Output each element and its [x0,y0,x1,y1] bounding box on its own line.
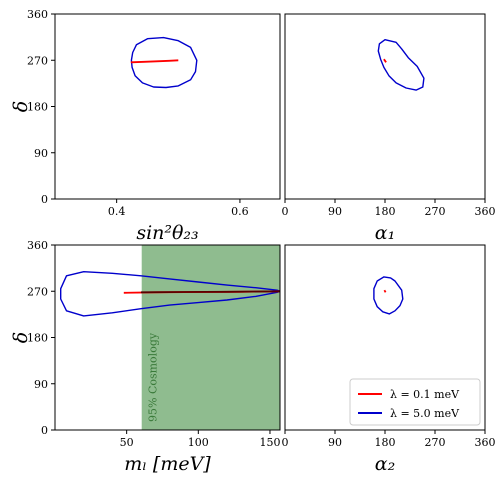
x-axis-label: α₁ [375,222,395,244]
series-red-top-left [130,59,179,64]
panel-bottom-left: 95% Cosmology 50 100 150 0 90 180 270 360 mₗ [meV… [10,239,281,475]
y-tick-label: 180 [27,101,48,114]
x-axis-label: α₂ [375,453,395,475]
y-tick-label: 90 [34,378,48,391]
y-tick-label: 270 [27,285,48,298]
x-tick-label: 90 [328,436,342,449]
x-tick-label: 270 [425,205,446,218]
y-axis-label: δ [10,332,32,343]
y-tick-label: 0 [41,424,48,437]
band-label: 95% Cosmology [147,332,160,422]
legend: λ = 0.1 meV λ = 5.0 meV [349,378,481,426]
panel-top-right: 0 90 180 270 360 α₁ [282,13,496,244]
series-blue-top-right [377,39,425,91]
x-tick-label: 0 [282,436,289,449]
legend-entry: λ = 5.0 meV [390,407,460,420]
y-axis-label: δ [10,101,32,112]
series-blue-bottom-right [373,276,404,315]
x-tick-label: 360 [475,205,496,218]
x-tick-label: 360 [475,436,496,449]
x-tick-label: 180 [375,436,396,449]
axes-frame [284,13,486,200]
x-tick-label: 90 [328,205,342,218]
x-axis-label: mₗ [meV] [124,453,211,475]
x-tick-label: 100 [188,436,209,449]
axes-frame [54,13,281,200]
x-tick-label: 270 [425,436,446,449]
panel-top-left: 0.4 0.6 0 90 180 270 360 sin²θ₂₃ δ [10,8,281,244]
panel-bottom-right: 0 90 180 270 360 α₂ [282,244,496,475]
y-tick-label: 270 [27,54,48,67]
x-tick-label: 0 [282,205,289,218]
series-red-top-right [383,58,387,63]
x-tick-label: 50 [120,436,134,449]
legend-entry: λ = 0.1 meV [390,388,460,401]
series-blue-top-left [130,36,198,89]
cosmology-band [141,245,280,430]
x-axis-label: sin²θ₂₃ [136,222,198,244]
y-tick-label: 360 [27,239,48,252]
series-red-bottom-right [383,289,387,293]
x-tick-label: 150 [259,436,280,449]
y-tick-label: 0 [41,193,48,206]
y-tick-label: 360 [27,8,48,21]
series-dark-bottom-left [140,290,280,294]
x-tick-label: 0.4 [108,205,126,218]
legend-box [349,378,481,426]
y-tick-label: 90 [34,147,48,160]
x-tick-label: 180 [375,205,396,218]
y-tick-label: 180 [27,332,48,345]
x-tick-label: 0.6 [231,205,249,218]
